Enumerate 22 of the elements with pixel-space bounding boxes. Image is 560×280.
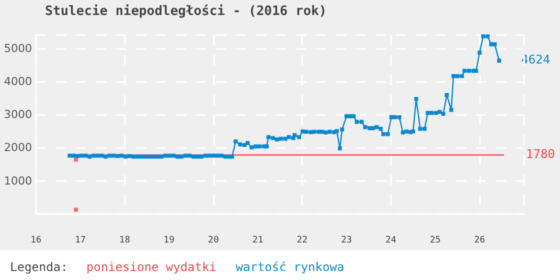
- x-tick-label: 17: [74, 236, 86, 246]
- x-tick-label: 19: [164, 236, 175, 246]
- x-tick-label: 24: [385, 236, 396, 246]
- x-tick-label: 26: [474, 236, 486, 246]
- x-tick-label: 21: [252, 236, 264, 246]
- y-tick-label: 3000: [4, 108, 32, 122]
- y-tick-label: 4000: [4, 74, 32, 88]
- y-tick-label: 1000: [4, 174, 32, 188]
- x-tick-label: 22: [296, 236, 308, 246]
- y-tick-label: 5000: [4, 42, 32, 55]
- x-tick-label: 25: [430, 236, 441, 246]
- x-tick-label: 20: [208, 236, 219, 246]
- annotation: 4624: [521, 52, 550, 67]
- y-tick-label: 2000: [4, 141, 32, 154]
- text: poniesione wydatki: [86, 260, 216, 274]
- legend-title: Legenda:: [10, 260, 68, 274]
- x-tick-label: 16: [30, 236, 42, 246]
- text: wartość rynkowa: [236, 260, 344, 274]
- chart-title: Stulecie niepodległości - (2016 rok): [45, 4, 327, 19]
- x-tick-label: 23: [341, 236, 352, 246]
- x-tick-label: 18: [119, 236, 130, 246]
- annotation: 1780: [526, 146, 555, 161]
